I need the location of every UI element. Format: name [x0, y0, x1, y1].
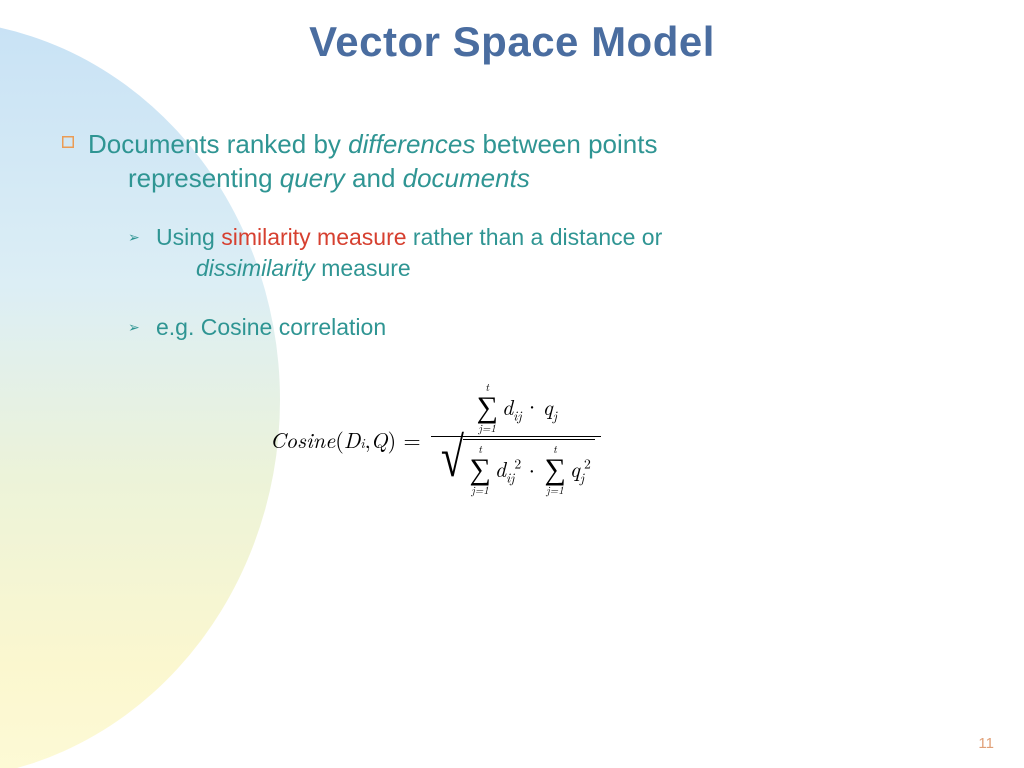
text: representing: [128, 163, 280, 193]
slide: Vector Space Model Documents ranked by d…: [0, 0, 1024, 768]
sub-bullet-list: ➢ Using similarity measure rather than a…: [156, 222, 954, 371]
emph: documents: [403, 163, 530, 193]
fn-name: Cosine: [270, 424, 335, 455]
arrow-bullet-icon: ➢: [128, 318, 140, 337]
sup: 2: [514, 454, 521, 473]
denominator: √ t ∑ j=1 dij2 · t: [431, 437, 601, 498]
line2: representing query and documents: [88, 162, 954, 196]
radicand: t ∑ j=1 dij2 · t ∑ j=1: [463, 439, 594, 496]
fraction: t ∑ j=1 dij·qj √ t ∑: [431, 380, 601, 498]
arrow-bullet-icon: ➢: [128, 228, 140, 247]
var: Q: [371, 424, 388, 455]
emph: dissimilarity: [196, 255, 315, 281]
page-number: 11: [978, 735, 994, 752]
sup: 2: [584, 454, 591, 473]
main-bullet: Documents ranked by differences between …: [88, 128, 954, 196]
sum-icon: t ∑ j=1: [544, 444, 565, 496]
lower: j=1: [478, 423, 495, 434]
text: Documents ranked by: [88, 129, 348, 159]
text: and: [345, 163, 403, 193]
line2: dissimilarity measure: [156, 253, 954, 284]
text: between points: [475, 129, 657, 159]
sum-icon: t ∑ j=1: [477, 382, 498, 434]
text: rather than a distance or: [407, 224, 663, 250]
var: q: [570, 453, 580, 484]
sub: j: [553, 406, 557, 425]
var: D: [344, 424, 361, 455]
text: e.g. Cosine correlation: [156, 314, 386, 340]
slide-title: Vector Space Model: [0, 18, 1024, 66]
text: Using: [156, 224, 221, 250]
sub-bullet: ➢ e.g. Cosine correlation: [156, 312, 954, 343]
sum-icon: t ∑ j=1: [469, 444, 490, 496]
square-bullet-icon: [62, 136, 74, 148]
sqrt-icon: √: [440, 437, 463, 494]
var: d: [502, 391, 513, 422]
text: measure: [315, 255, 411, 281]
lower: j=1: [546, 485, 563, 496]
emph: differences: [348, 129, 475, 159]
var: d: [495, 453, 506, 484]
formula-lhs: Cosine(Di, Q) =: [270, 424, 431, 455]
cosine-formula: Cosine(Di, Q) = t ∑ j=1 dij·qj √: [270, 380, 601, 498]
lower: j=1: [471, 485, 488, 496]
var: q: [543, 391, 553, 422]
sub-bullet: ➢ Using similarity measure rather than a…: [156, 222, 954, 284]
sub: ij: [513, 406, 521, 425]
accent-text: similarity measure: [221, 224, 406, 250]
emph: query: [280, 163, 345, 193]
numerator: t ∑ j=1 dij·qj: [469, 380, 563, 436]
